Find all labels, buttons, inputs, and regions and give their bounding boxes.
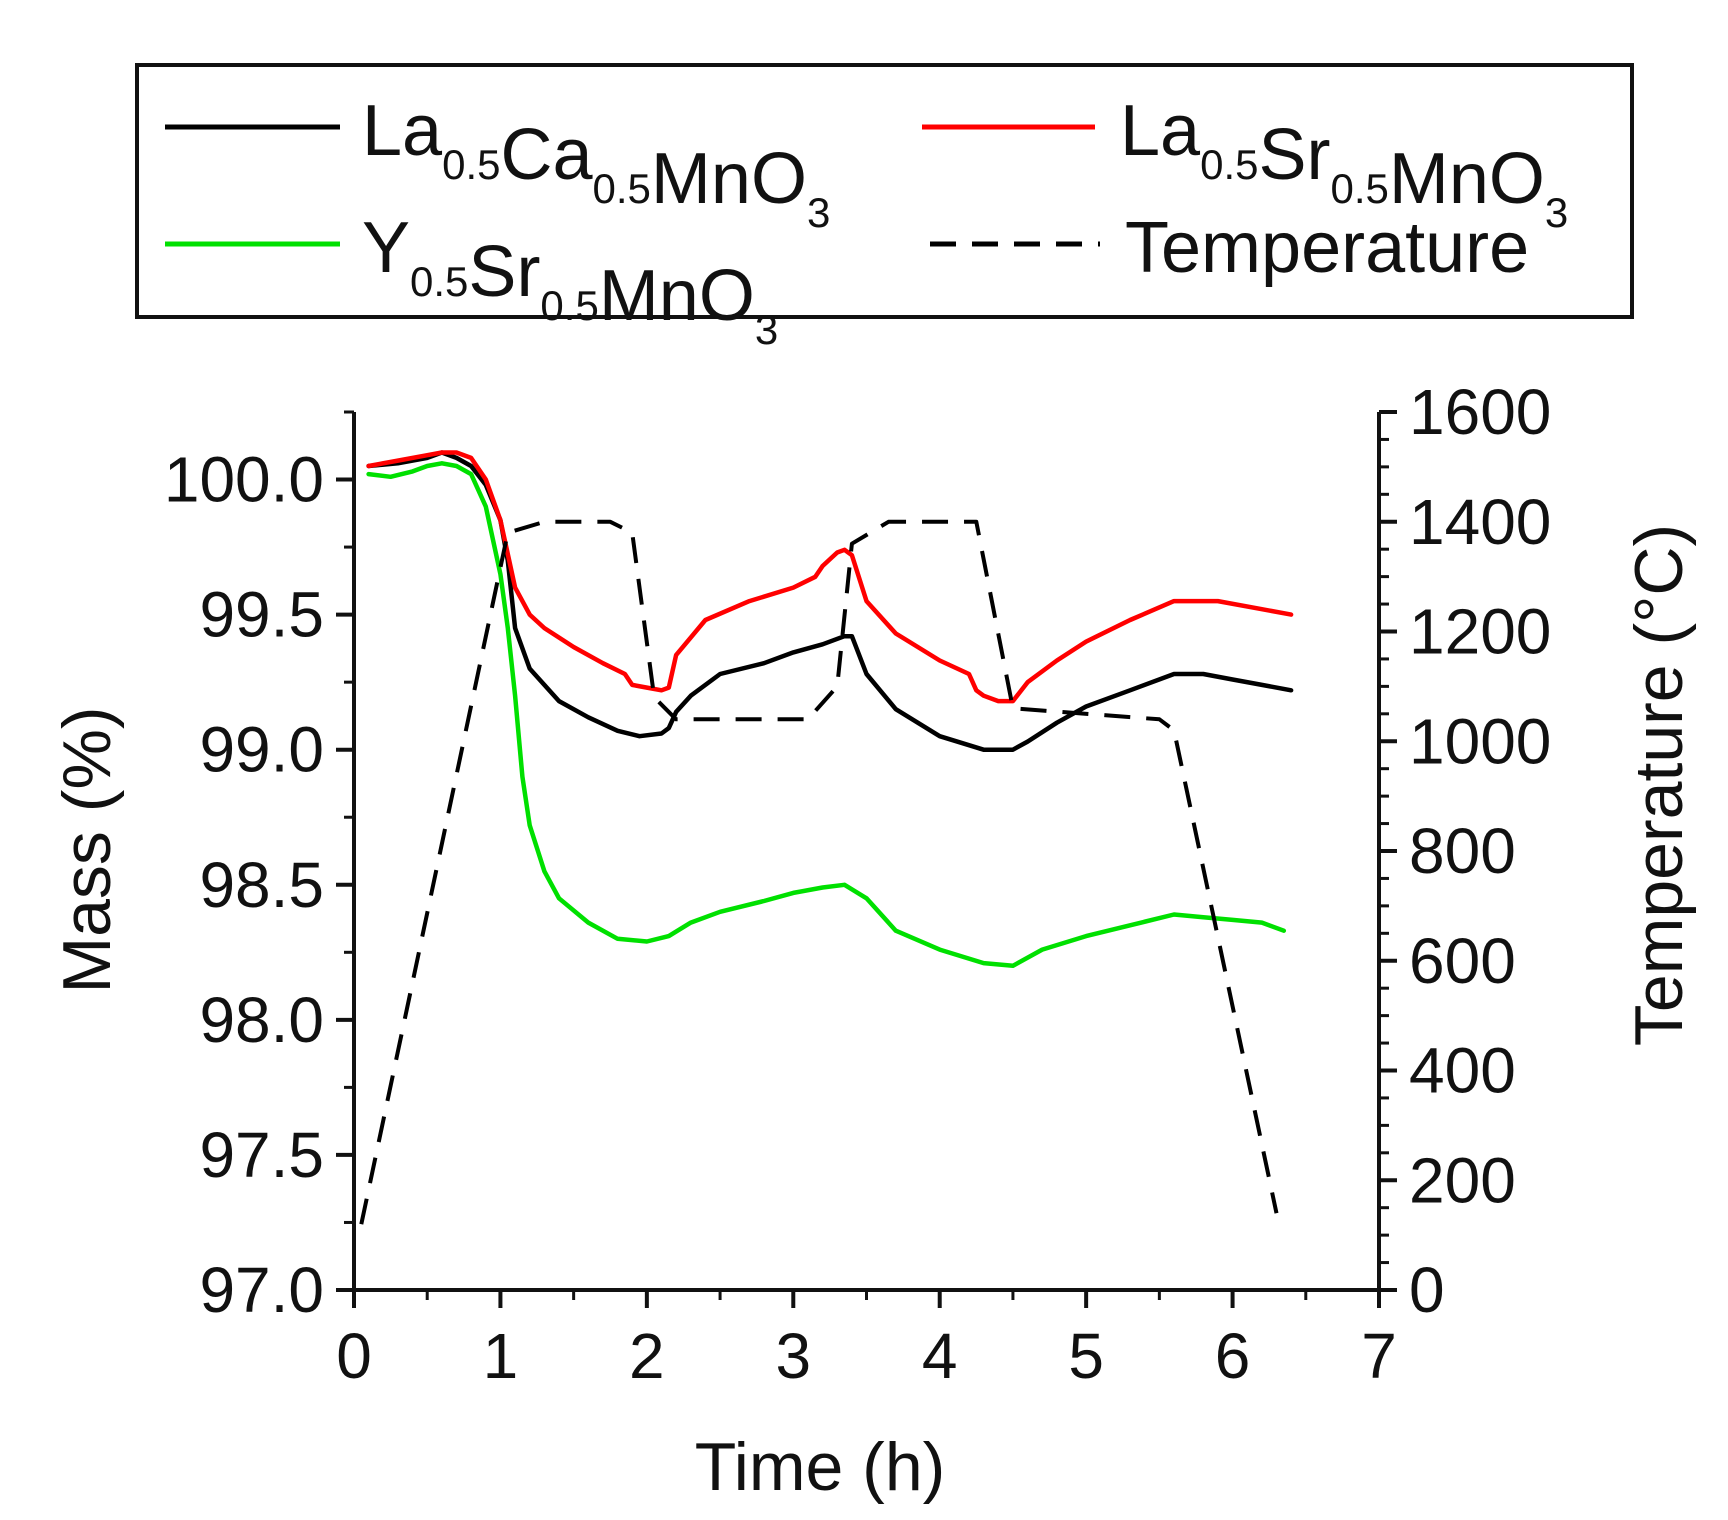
legend-label-part: Sr (1258, 115, 1330, 195)
legend-label: La0.5Sr0.5MnO3 (1120, 91, 1568, 236)
legend-label: Temperature (1125, 208, 1529, 288)
legend-label-subscript: 0.5 (593, 165, 651, 212)
y-tick-label: 97.5 (199, 1119, 324, 1191)
legend-label-part: Ca (500, 115, 593, 195)
legend-label: Y0.5Sr0.5MnO3 (362, 208, 778, 353)
legend-frame (135, 63, 1634, 319)
y2-tick-label: 1600 (1409, 376, 1551, 448)
y-tick-label: 98.0 (199, 984, 324, 1056)
legend-label-part: MnO (599, 256, 755, 336)
y2-tick-label: 0 (1409, 1254, 1445, 1326)
y-tick-label: 99.0 (199, 714, 324, 786)
series-line-la0-5sr0-5mno3 (366, 450, 1294, 704)
legend-label-part: MnO (1389, 139, 1545, 219)
legend-label-part: Sr (468, 232, 540, 312)
x-tick-label: 5 (1068, 1320, 1104, 1392)
legend-label-subscript: 0.5 (1200, 141, 1258, 188)
x-tick-label: 0 (336, 1320, 372, 1392)
x-tick-label: 7 (1361, 1320, 1397, 1392)
legend-label-part: La (1120, 91, 1201, 171)
y-tick-label: 97.0 (199, 1254, 324, 1326)
y2-tick-label: 1200 (1409, 596, 1551, 668)
legend-label-part: Y (362, 208, 410, 288)
y2-tick-label: 1400 (1409, 486, 1551, 558)
legend-label-part: La (362, 91, 443, 171)
x-tick-label: 3 (775, 1320, 811, 1392)
y-tick-label: 98.5 (199, 849, 324, 921)
y2-tick-label: 400 (1409, 1035, 1516, 1107)
legend-label-subscript: 3 (807, 189, 830, 236)
y2-tick-label: 600 (1409, 925, 1516, 997)
legend-label-subscript: 0.5 (410, 258, 468, 305)
y2-tick-label: 1000 (1409, 705, 1551, 777)
y2-tick-label: 800 (1409, 815, 1516, 887)
series-line-y0-5sr0-5mno3 (366, 461, 1287, 969)
legend: La0.5Ca0.5MnO3La0.5Sr0.5MnO3Y0.5Sr0.5MnO… (135, 63, 1634, 353)
y2-tick-label: 200 (1409, 1144, 1516, 1216)
legend-label-subscript: 3 (1545, 189, 1568, 236)
legend-label-part: MnO (651, 139, 807, 219)
plot-area: 0 1 2 3 4 5 6 7 97.0 97.5 98.0 98.5 99.0 99.5 100.0 0 20… (164, 376, 1552, 1392)
legend-label-subscript: 0.5 (442, 141, 500, 188)
legend-label-subscript: 3 (755, 306, 778, 353)
legend-label-subscript: 0.5 (1330, 165, 1388, 212)
y-tick-label: 99.5 (199, 579, 324, 651)
x-tick-label: 1 (483, 1320, 519, 1392)
y-tick-label: 100.0 (164, 444, 324, 516)
x-tick-label: 6 (1215, 1320, 1251, 1392)
legend-label: La0.5Ca0.5MnO3 (362, 91, 830, 236)
series-line-temperature (359, 519, 1279, 1225)
x-tick-label: 4 (922, 1320, 958, 1392)
legend-label-part: Temperature (1125, 208, 1529, 288)
x-tick-label: 2 (629, 1320, 665, 1392)
y2-axis-title: Temperature (°C) (1621, 524, 1697, 1046)
y-axis-title: Mass (%) (49, 706, 125, 993)
legend-label-subscript: 0.5 (540, 282, 598, 329)
x-axis-title: Time (h) (695, 1429, 946, 1505)
